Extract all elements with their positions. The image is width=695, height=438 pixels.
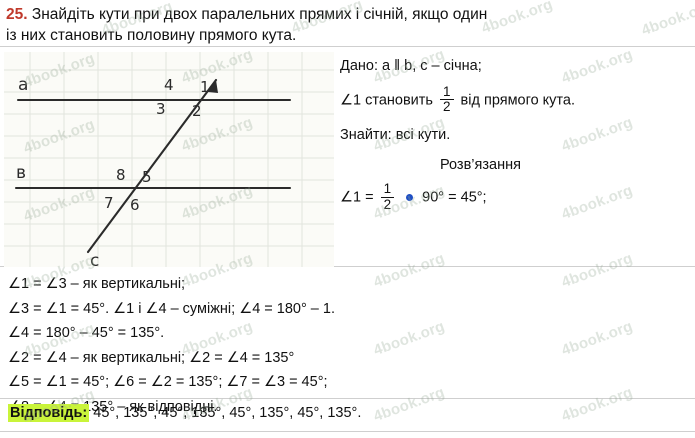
page-rule-middle	[0, 266, 695, 267]
given-angle-label: ∠1 становить	[340, 92, 433, 109]
question-text-line1: Знайдіть кути при двох паралельних прями…	[31, 6, 488, 23]
solution-row: ∠5 = ∠1 = 45°; ∠6 = ∠2 = 135°; ∠7 = ∠3 =…	[8, 374, 328, 390]
svg-text:7: 7	[104, 194, 114, 212]
solution-title: Розв’язання	[440, 157, 521, 174]
solution-row: ∠3 = ∠1 = 45°. ∠1 і ∠4 – суміжні; ∠4 = 1…	[8, 300, 335, 317]
geometry-figure: а в с 1 4 3 2 8 5 7 6	[4, 52, 334, 267]
page-rule-top	[0, 46, 695, 47]
solution-equation-1: ∠1 = 1 2 90° = 45°;	[340, 181, 690, 212]
svg-text:1: 1	[200, 78, 210, 96]
page-rule-bottom	[0, 431, 695, 432]
solution-row: ∠1 = ∠3 – як вертикальні;	[8, 276, 186, 292]
svg-text:4: 4	[164, 76, 174, 94]
given-block: Дано: а ǁ b, с – січна; ∠1 становить 1 2…	[340, 56, 690, 223]
question-text-line2: із них становить половину прямого кута.	[6, 27, 297, 44]
svg-text:6: 6	[130, 196, 140, 214]
svg-text:в: в	[16, 163, 26, 183]
svg-text:2: 2	[192, 102, 202, 120]
svg-text:3: 3	[156, 100, 166, 118]
given-line: Дано: а ǁ b, с – січна;	[340, 58, 482, 74]
answer-line: Відповідь: 45°, 135°, 45°, 135°, 45°, 13…	[8, 404, 688, 422]
solution-row: ∠2 = ∠4 – як вертикальні; ∠2 = ∠4 = 135°	[8, 349, 295, 366]
page-rule-lower	[0, 398, 695, 399]
solution-row: ∠4 = 180° – 45° = 135°.	[8, 325, 165, 341]
equation-prefix: ∠1 =	[340, 189, 374, 206]
equation-fraction-denominator: 2	[380, 196, 395, 212]
equation-fraction-numerator: 1	[383, 181, 392, 197]
given-fraction-numerator: 1	[443, 84, 451, 99]
question-number: 25.	[6, 6, 28, 23]
svg-text:а: а	[18, 75, 28, 95]
given-angle-statement: ∠1 становить 1 2 від прямого кута.	[340, 84, 690, 115]
given-fraction-denominator: 2	[440, 99, 454, 114]
answer-value: 45°, 135°, 45°, 135°, 45°, 135°, 45°, 13…	[93, 405, 362, 421]
solution-block: ∠1 = ∠3 – як вертикальні; ∠3 = ∠1 = 45°.…	[8, 272, 688, 419]
svg-text:с: с	[90, 251, 99, 267]
given-angle-tail: від прямого кута.	[460, 92, 575, 109]
find-line: Знайти: всі кути.	[340, 127, 451, 144]
equation-tail: 90° = 45°;	[422, 189, 487, 206]
equation-fraction: 1 2	[380, 181, 395, 212]
given-fraction: 1 2	[440, 84, 454, 114]
answer-label: Відповідь:	[8, 404, 90, 422]
question-header: 25. Знайдіть кути при двох паралельних п…	[6, 4, 690, 46]
svg-text:5: 5	[142, 168, 152, 186]
multiplication-dot-icon	[406, 193, 414, 201]
svg-text:8: 8	[116, 166, 126, 184]
